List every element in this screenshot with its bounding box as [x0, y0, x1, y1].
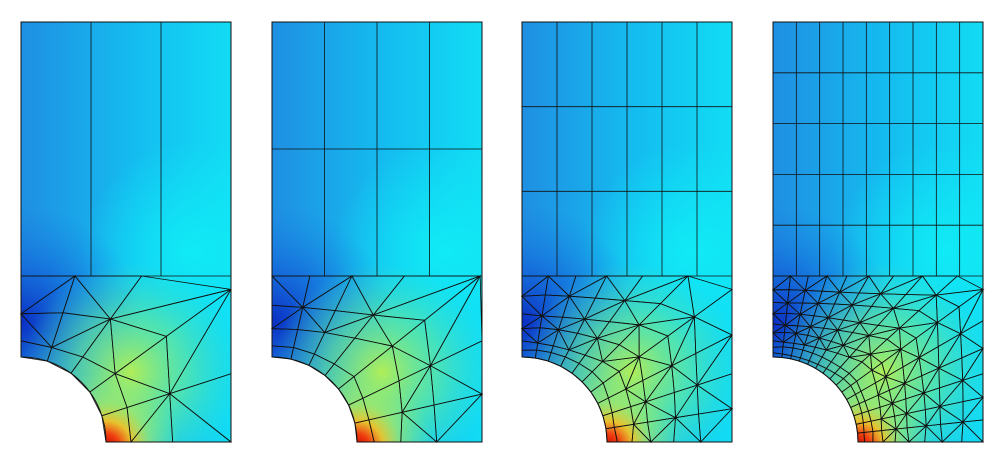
mesh-element: [74, 275, 143, 320]
boundary: [772, 21, 984, 443]
mesh-element: [789, 275, 809, 292]
mesh-element: [868, 275, 895, 295]
mesh-element: [605, 275, 644, 302]
mesh-panel: [771, 21, 985, 444]
boundary: [271, 21, 483, 443]
mesh-panel: [19, 21, 233, 443]
mesh-element: [921, 275, 959, 296]
mesh-lines: [270, 22, 484, 443]
mesh-panel: [520, 21, 734, 444]
mesh-element: [351, 275, 406, 316]
color-layer: [21, 22, 231, 442]
boundary: [521, 21, 733, 443]
mesh-element: [271, 275, 311, 309]
mesh-element: [547, 275, 577, 297]
mesh-lines: [520, 22, 734, 444]
mesh-element: [429, 274, 483, 367]
mesh-element: [826, 275, 848, 293]
color-layer: [773, 22, 983, 442]
stress-field: [773, 22, 983, 442]
boundary: [20, 21, 232, 443]
stress-field: [21, 22, 231, 442]
mesh-element: [687, 275, 733, 318]
mesh-panel: [270, 21, 484, 443]
